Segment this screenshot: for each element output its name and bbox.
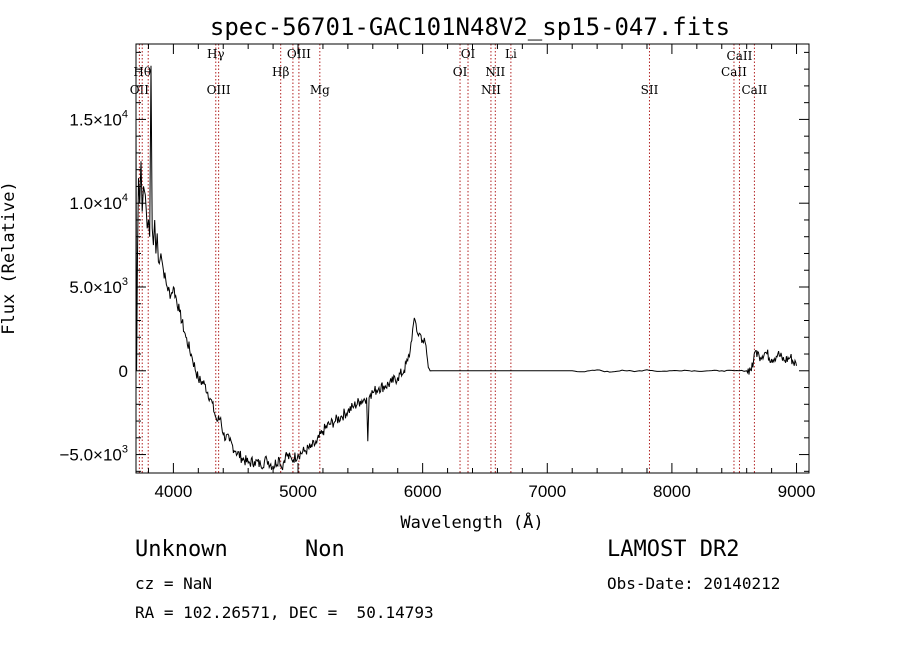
x-tick-label: 5000	[279, 482, 317, 501]
x-tick-label: 8000	[653, 482, 691, 501]
y-tick-label: 1.5×104	[69, 108, 128, 129]
object-class: Unknown	[135, 537, 228, 562]
line-mark-label: Li	[505, 47, 517, 61]
y-tick-label: 0	[119, 362, 128, 381]
line-mark-label: OIII	[207, 83, 231, 97]
y-axis-label: Flux (Relative)	[0, 181, 19, 335]
x-axis: 4000 5000 6000 7000 8000 9000	[147, 44, 816, 501]
line-mark-label: OI	[461, 47, 476, 61]
plot-frame	[135, 43, 810, 474]
line-mark-label: NII	[485, 65, 505, 79]
x-tick-label: 4000	[154, 482, 192, 501]
y-tick-label: 5.0×103	[69, 276, 128, 297]
x-tick-label: 7000	[528, 482, 566, 501]
y-tick-label: −5.0×103	[59, 444, 128, 465]
line-mark-label: Mg	[310, 83, 330, 97]
survey-name: LAMOST DR2	[607, 537, 740, 562]
line-mark-label: CaII	[721, 65, 747, 79]
line-mark-label: Hβ	[272, 65, 289, 79]
coordinates: RA = 102.26571, DEC = 50.14793	[135, 603, 434, 622]
chart-title: spec-56701-GAC101N48V2_sp15-047.fits	[210, 13, 730, 41]
y-tick-label: 1.0×104	[69, 192, 128, 213]
x-tick-label: 9000	[778, 482, 816, 501]
x-tick-label: 6000	[404, 482, 442, 501]
line-mark-label: SII	[641, 83, 659, 97]
line-mark-label: CaII	[741, 83, 767, 97]
x-axis-label: Wavelength (Å)	[400, 511, 543, 533]
line-mark-label: OII	[130, 83, 150, 97]
spectral-line-markers: OIIHθHγOIIIHβOIIIMgOIOINIINIILiSIICaIICa…	[130, 44, 768, 473]
line-mark-label: Hθ	[133, 65, 151, 79]
redshift-value: cz = NaN	[135, 574, 213, 593]
series-line-0	[135, 65, 797, 471]
flux-series	[135, 65, 797, 471]
y-axis: −5.0×103 0 5.0×103 1.0×104 1.5×104	[59, 51, 809, 472]
line-mark-label: OI	[453, 65, 468, 79]
line-mark-label: NII	[481, 83, 501, 97]
line-mark-label: Hγ	[207, 47, 225, 61]
observation-date: Obs-Date: 20140212	[607, 574, 781, 593]
object-subclass: Non	[305, 537, 345, 562]
line-mark-label: OIII	[287, 47, 311, 61]
line-mark-label: CaII	[727, 49, 753, 63]
